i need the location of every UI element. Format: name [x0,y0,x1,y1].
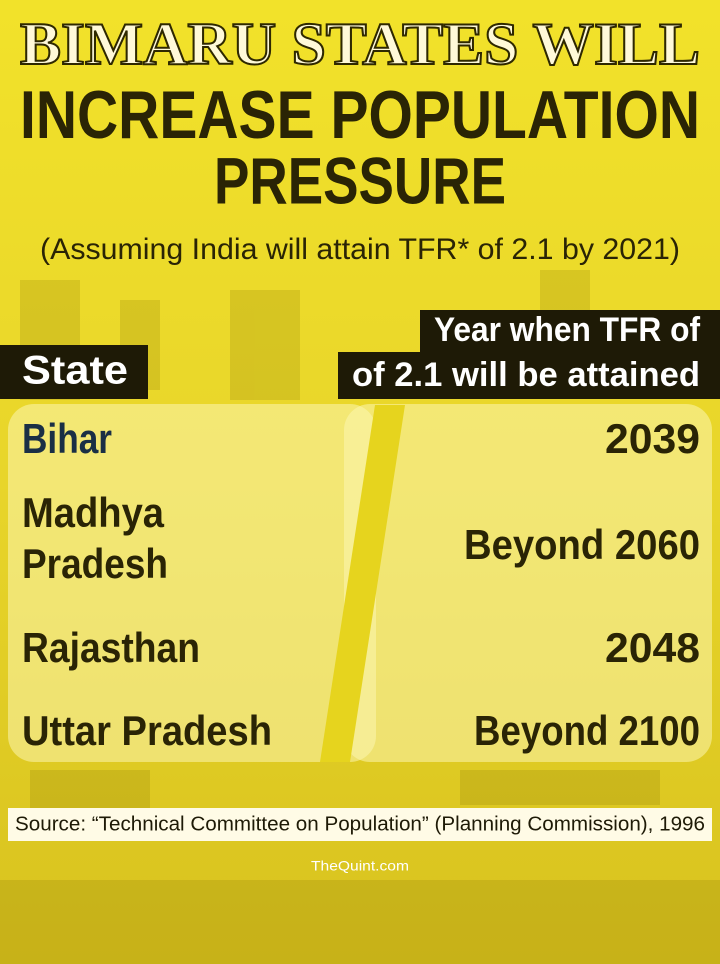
source: Source: “Technical Committee on Populati… [15,813,705,835]
divider [320,405,405,762]
source-strip [8,808,712,841]
right-panel [344,404,712,762]
year-value: 2039 [605,415,700,462]
year-value: Beyond 2100 [474,707,700,754]
header-box [420,310,720,354]
state-name: Uttar Pradesh [22,707,272,754]
column-header: of 2.1 will be attained [352,356,700,394]
year-value: Beyond 2060 [464,521,700,568]
year-value: 2048 [605,624,700,671]
state-name: Madhya [22,489,165,536]
city-texture [0,270,720,964]
title-line: PRESSURE [214,143,506,217]
column-header: Year when TFR of [434,311,701,349]
subtitle: (Assuming India will attain TFR* of 2.1 … [40,233,680,266]
header-box [0,345,148,399]
credit: TheQuint.com [311,858,409,874]
title-line: INCREASE POPULATION [20,77,700,153]
title-line: BIMARU STATES WILL [20,11,700,77]
state-name: Pradesh [22,540,168,587]
header-box [338,352,720,399]
left-panel [8,404,376,762]
state-name: Rajasthan [22,624,200,671]
column-header: State [22,349,128,393]
state-name: Bihar [22,415,112,462]
